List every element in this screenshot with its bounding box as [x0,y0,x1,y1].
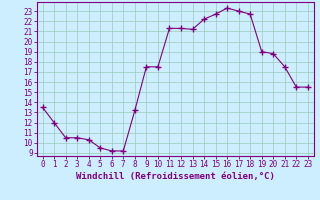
X-axis label: Windchill (Refroidissement éolien,°C): Windchill (Refroidissement éolien,°C) [76,172,275,181]
